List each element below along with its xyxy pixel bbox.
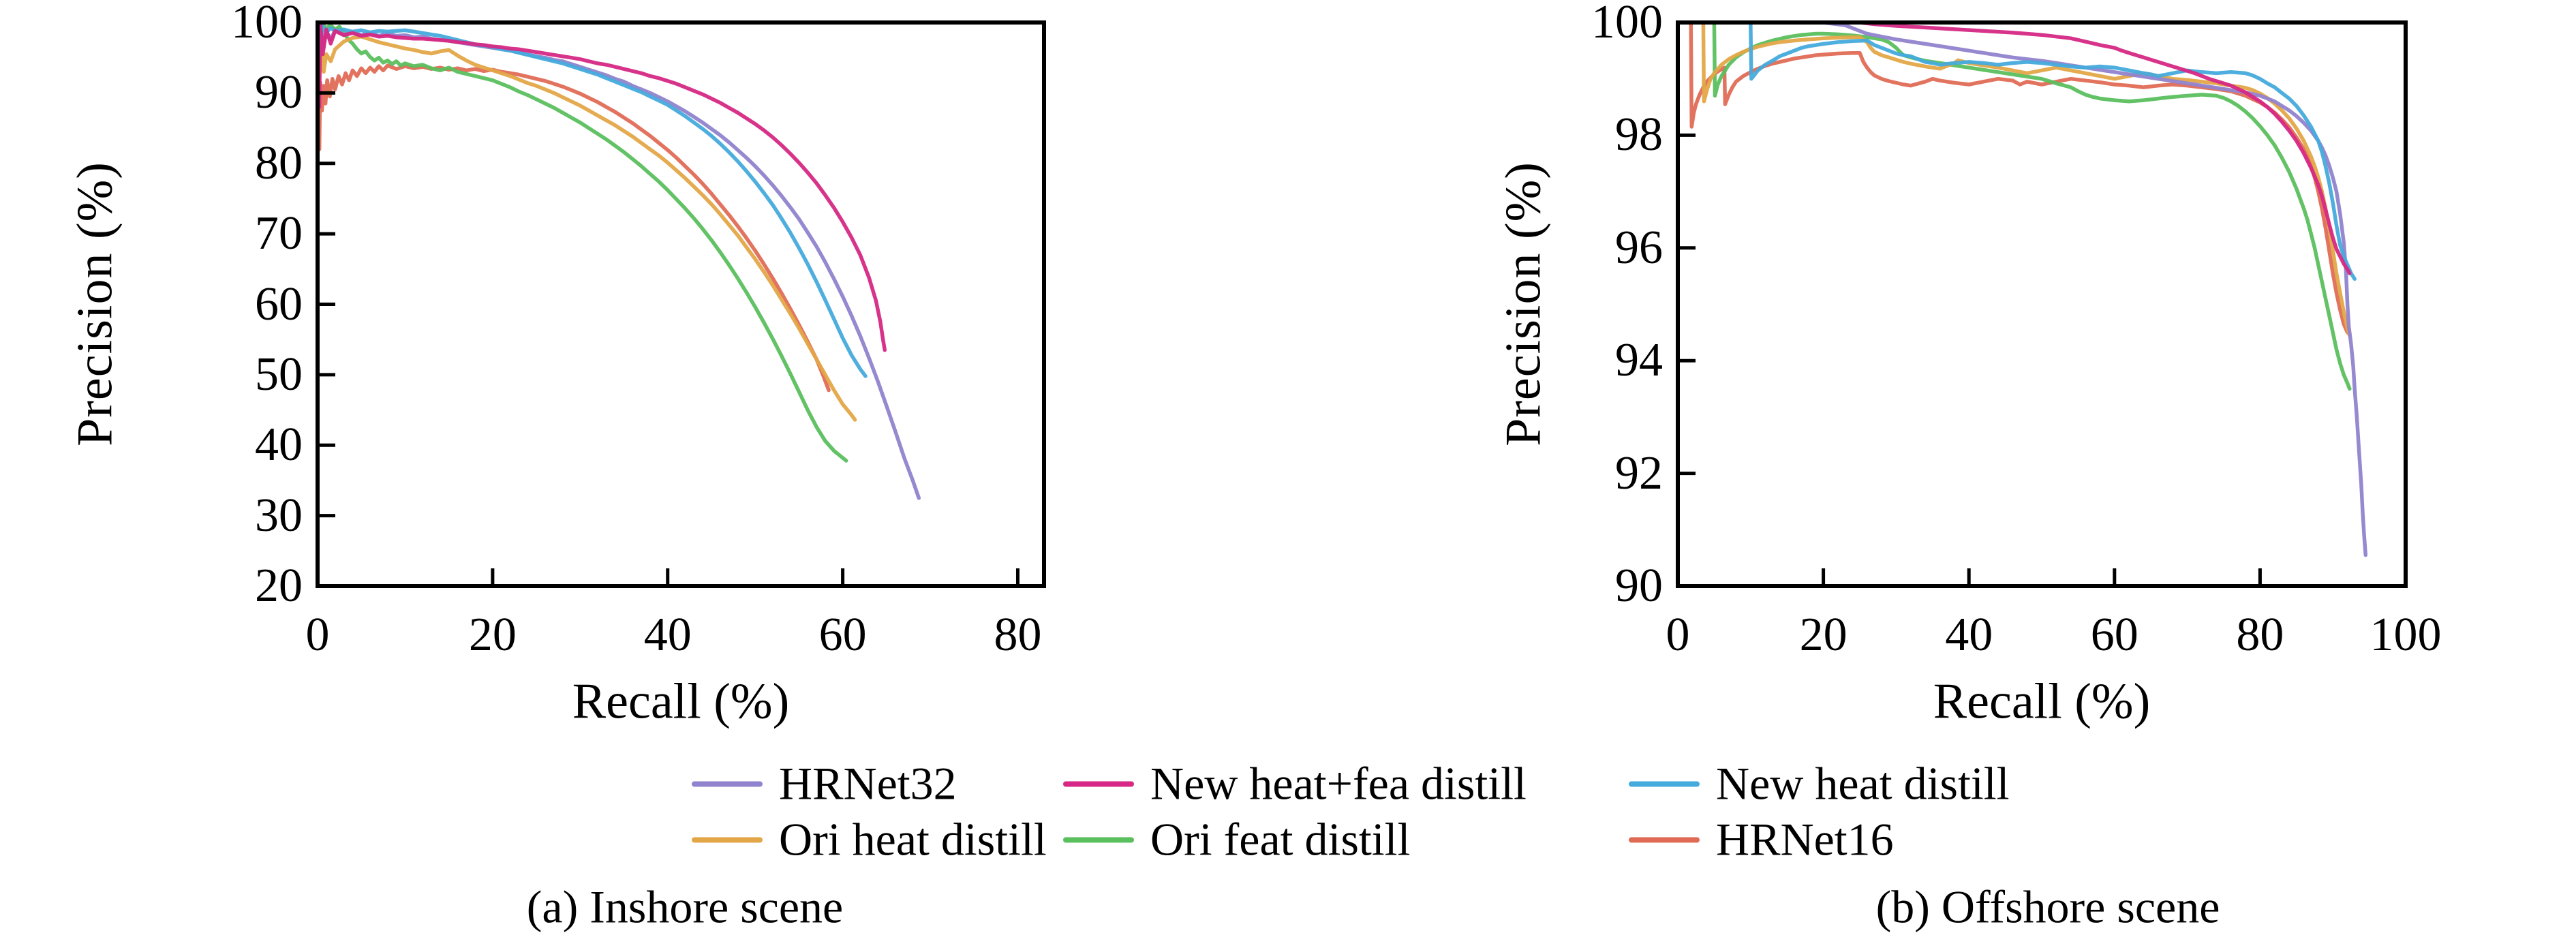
legend-item-new-heat-distill: New heat distill [1629, 757, 2010, 811]
legend-swatch-new-heat-distill [1629, 781, 1700, 786]
x-axis-label-inshore: Recall (%) [572, 673, 790, 730]
x-tick-label-offshore: 60 [2090, 609, 2138, 661]
x-tick-label-offshore: 100 [2370, 609, 2442, 661]
legend-swatch-new-heat-fea-distill [1063, 781, 1134, 786]
series-line-new-heat-distill-inshore [318, 22, 868, 378]
legend-swatch-hrnet16 [1629, 837, 1700, 842]
x-tick-label-offshore: 0 [1666, 609, 1690, 661]
plot-area-inshore [318, 22, 921, 500]
x-tick-label-inshore: 40 [643, 609, 692, 661]
caption-inshore: (a) Inshore scene [526, 880, 844, 933]
y-tick-label-offshore: 94 [1615, 334, 1663, 387]
series-line-hrnet32-inshore [318, 23, 921, 500]
y-tick-label-offshore: 100 [1591, 0, 1663, 48]
y-tick-label-offshore: 96 [1615, 221, 1663, 274]
x-tick-label-offshore: 20 [1799, 609, 1847, 661]
y-tick-label-inshore: 70 [255, 207, 303, 260]
legend-item-hrnet16: HRNet16 [1629, 813, 1894, 867]
legend-swatch-ori-heat-distill [692, 837, 763, 842]
legend-label-ori-heat-distill: Ori heat distill [779, 813, 1047, 865]
y-tick-label-inshore: 90 [255, 66, 303, 119]
y-tick-label-inshore: 20 [255, 560, 303, 612]
legend-label-hrnet32: HRNet32 [779, 757, 957, 810]
y-tick-label-inshore: 60 [255, 277, 303, 331]
legend-item-ori-feat-distill: Ori feat distill [1063, 813, 1410, 867]
y-tick-label-offshore: 92 [1615, 446, 1663, 500]
series-line-ori-feat-distill-inshore [318, 22, 848, 463]
legend-label-new-heat-distill: New heat distill [1716, 757, 2010, 810]
legend-swatch-hrnet32 [692, 781, 763, 786]
series-line-hrnet16-inshore [318, 63, 831, 393]
series-line-hrnet16-offshore [1689, 22, 2350, 335]
plot-border-offshore [1676, 20, 2408, 588]
legend-label-hrnet16: HRNet16 [1716, 813, 1894, 865]
y-tick-label-inshore: 100 [231, 0, 303, 48]
y-tick-label-offshore: 98 [1615, 108, 1663, 162]
x-tick-label-inshore: 0 [305, 609, 330, 661]
y-tick-label-inshore: 80 [255, 136, 303, 189]
x-tick-label-inshore: 80 [994, 609, 1042, 661]
legend-item-new-heat-fea-distill: New heat+fea distill [1063, 757, 1527, 811]
legend-swatch-ori-feat-distill [1063, 837, 1134, 842]
plot-area-offshore [1679, 22, 2368, 557]
x-tick-label-offshore: 80 [2236, 609, 2284, 661]
x-tick-label-inshore: 60 [818, 609, 867, 661]
y-tick-label-inshore: 40 [255, 418, 303, 472]
y-tick-label-inshore: 50 [255, 348, 303, 401]
series-line-new-heat-fea-distill-offshore [1679, 22, 2352, 275]
series-line-ori-heat-distill-inshore [318, 34, 857, 422]
series-line-ori-heat-distill-offshore [1701, 22, 2352, 337]
plot-border-inshore [316, 20, 1046, 588]
x-tick-label-inshore: 20 [468, 609, 517, 661]
x-tick-label-offshore: 40 [1945, 609, 1993, 661]
y-tick-label-inshore: 30 [255, 489, 303, 542]
legend-label-ori-feat-distill: Ori feat distill [1150, 813, 1411, 865]
legend-item-ori-heat-distill: Ori heat distill [692, 813, 1047, 867]
y-axis-label-offshore: Precision (%) [1495, 162, 1552, 446]
y-axis-label-inshore: Precision (%) [67, 162, 123, 446]
legend-item-hrnet32: HRNet32 [692, 757, 957, 811]
series-line-new-heat-distill-offshore [1679, 22, 2357, 281]
series-line-ori-feat-distill-offshore [1712, 22, 2352, 391]
caption-offshore: (b) Offshore scene [1875, 880, 2220, 933]
legend-label-new-heat-fea-distill: New heat+fea distill [1150, 757, 1527, 810]
series-line-new-heat-fea-distill-inshore [318, 22, 887, 352]
series-line-hrnet32-offshore [1679, 22, 2368, 557]
x-axis-label-offshore: Recall (%) [1933, 673, 2151, 730]
y-tick-label-offshore: 90 [1615, 560, 1663, 612]
